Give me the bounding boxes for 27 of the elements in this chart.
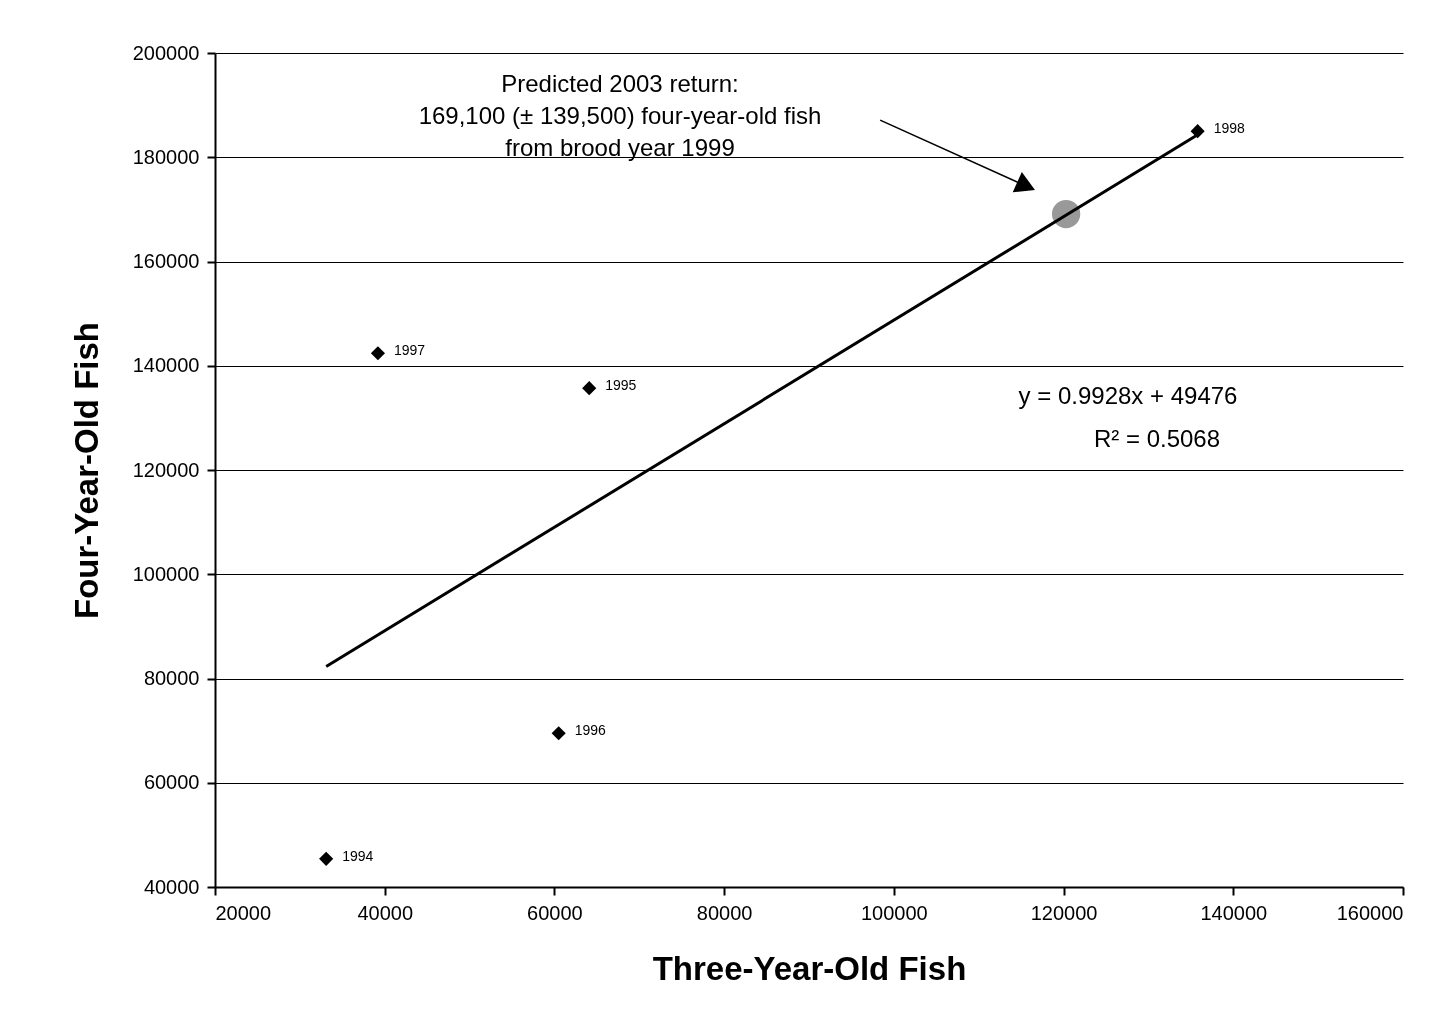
annotation: 1995 [605,377,637,394]
y-axis-title: Four-Year-Old Fish [67,321,105,620]
x-tick-label: 40000 [357,901,414,924]
x-tick-label: 100000 [860,901,928,924]
y-tick-label: 100000 [132,562,200,585]
x-tick-label: 120000 [1030,901,1098,924]
annotation: 1998 [1213,120,1245,137]
y-tick-label: 200000 [132,41,200,64]
x-axis-title: Three-Year-Old Fish [652,949,967,987]
annotation: R² = 0.5068 [1093,425,1221,452]
y-tick-label: 40000 [143,875,200,898]
annotation: 1997 [393,342,426,359]
annotation: 1996 [574,722,607,739]
y-tick-label: 80000 [143,667,200,689]
y-tick-label: 120000 [132,458,200,481]
x-tick-label: 160000 [1336,901,1404,924]
x-tick-label: 60000 [527,901,583,924]
x-tick-label: 20000 [215,901,272,924]
annotation: y = 0.9928x + 49476 [1018,382,1238,409]
x-tick-label: 140000 [1200,901,1268,924]
annotation: Predicted 2003 return: 169,100 (± 139,500) four-year-old fish from brood year 1999 [418,70,822,161]
y-tick-label: 60000 [143,771,200,794]
y-tick-label: 180000 [132,145,200,168]
x-tick-label: 80000 [696,901,753,924]
y-tick-label: 160000 [132,250,200,272]
annotation: 1994 [342,847,374,864]
y-tick-label: 140000 [132,354,200,377]
